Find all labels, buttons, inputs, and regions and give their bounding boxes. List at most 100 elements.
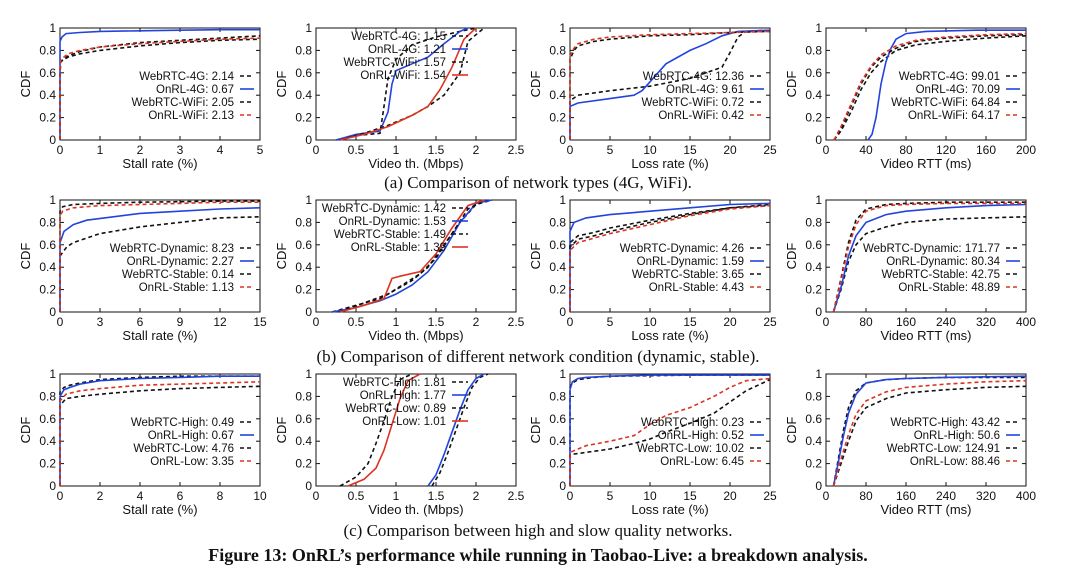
chart-c3: 0 5 10 15 20 25 0 0.2 0.4 0.6 0.8 1 Loss rate (%) CDF… [528, 367, 777, 517]
y-axis-label: CDF [784, 71, 799, 98]
legend-label: WebRTC-High: 1.81 [343, 377, 446, 389]
y-axis-label: CDF [18, 417, 33, 444]
x-tick-label: 4 [217, 143, 224, 157]
x-tick-label: 40 [859, 143, 873, 157]
y-tick-label: 0.4 [549, 434, 566, 448]
legend-label: OnRL-Stable: 48.89 [898, 282, 1000, 294]
legend-label: OnRL-Low: 88.46 [910, 456, 1000, 468]
y-tick-label: 0.4 [295, 260, 312, 274]
y-tick-label: 0.6 [549, 412, 566, 426]
x-tick-label: 160 [976, 143, 996, 157]
y-tick-label: 0 [49, 133, 56, 147]
y-tick-label: 0 [815, 479, 822, 493]
y-tick-label: 1 [815, 193, 822, 207]
y-tick-label: 0.8 [549, 389, 566, 403]
x-tick-label: 0 [567, 143, 574, 157]
x-tick-label: 0 [567, 489, 574, 503]
plot-frame [825, 27, 1027, 141]
legend-label: WebRTC-4G: 99.01 [899, 71, 1000, 83]
y-tick-label: 1 [305, 367, 312, 381]
x-tick-label: 6 [137, 315, 144, 329]
legend-label: OnRL-Low: 6.45 [660, 456, 744, 468]
y-tick-label: 0.6 [805, 238, 822, 252]
y-tick-label: 1 [559, 367, 566, 381]
y-tick-label: 0.4 [295, 88, 312, 102]
y-tick-label: 0.6 [39, 66, 56, 80]
y-tick-label: 0.4 [39, 260, 56, 274]
y-tick-label: 0.2 [549, 283, 566, 297]
series-line-2 [832, 203, 1027, 313]
y-tick-label: 0.8 [39, 389, 56, 403]
series-line-2 [59, 207, 261, 312]
legend-label: WebRTC-Low: 0.89 [345, 403, 446, 415]
y-tick-label: 0.8 [39, 215, 56, 229]
series-line-4 [59, 37, 261, 140]
legend-label: WebRTC-Low: 10.02 [637, 443, 744, 455]
x-tick-label: 8 [217, 489, 224, 503]
y-axis-label: CDF [784, 417, 799, 444]
x-tick-label: 240 [936, 489, 956, 503]
series-line-4 [569, 377, 771, 486]
figure-caption: Figure 13: OnRL’s performance while runn… [208, 545, 868, 565]
x-tick-label: 2 [473, 315, 480, 329]
x-tick-label: 400 [1016, 315, 1036, 329]
y-tick-label: 0.4 [39, 434, 56, 448]
series-line-2 [59, 28, 260, 140]
x-tick-label: 80 [859, 489, 873, 503]
x-tick-label: 2.5 [508, 315, 525, 329]
y-tick-label: 0.4 [549, 88, 566, 102]
y-tick-label: 0.6 [549, 238, 566, 252]
row-caption-c: (c) Comparison between high and slow qua… [343, 521, 732, 540]
x-axis-label: Stall rate (%) [122, 328, 197, 343]
y-tick-label: 1 [559, 193, 566, 207]
legend-label: OnRL-4G: 9.61 [666, 84, 744, 96]
x-tick-label: 25 [763, 489, 777, 503]
series-line-1 [59, 375, 260, 486]
series-line-1 [569, 29, 771, 140]
chart-b4: 0 80 160 240 320 400 0 0.2 0.4 0.6 0.8 1 Video RTT (… [784, 193, 1036, 343]
y-tick-label: 0.2 [805, 457, 822, 471]
plot-frame [825, 199, 1027, 313]
series-line-3 [569, 204, 771, 312]
x-axis-label: Video th. (Mbps) [368, 328, 463, 343]
x-tick-label: 0 [823, 315, 830, 329]
legend-label: OnRL-WiFi: 64.17 [908, 110, 1000, 122]
legend-label: WebRTC-4G: 12.36 [643, 71, 744, 83]
x-tick-label: 240 [936, 315, 956, 329]
y-tick-label: 0.6 [39, 238, 56, 252]
x-tick-label: 10 [253, 489, 267, 503]
y-tick-label: 1 [559, 21, 566, 35]
y-tick-label: 0 [559, 133, 566, 147]
x-tick-label: 15 [253, 315, 267, 329]
y-axis-label: CDF [18, 243, 33, 270]
y-tick-label: 0.2 [805, 283, 822, 297]
x-tick-label: 2 [97, 489, 104, 503]
y-axis-label: CDF [274, 71, 289, 98]
x-tick-label: 3 [177, 143, 184, 157]
y-axis-label: CDF [18, 71, 33, 98]
y-axis-label: CDF [784, 243, 799, 270]
legend-label: OnRL-Stable: 1.13 [139, 282, 234, 294]
x-tick-label: 0 [57, 143, 64, 157]
x-axis-label: Video th. (Mbps) [368, 502, 463, 517]
legend-label: WebRTC-High: 0.49 [131, 417, 234, 429]
y-tick-label: 0.8 [805, 389, 822, 403]
chart-a1: 0 1 2 3 4 5 0 0.2 0.4 0.6 0.8 1 Stall rate (%) CDF Web… [18, 21, 264, 171]
y-tick-label: 0.8 [549, 215, 566, 229]
y-tick-label: 0.2 [39, 457, 56, 471]
x-axis-label: Video RTT (ms) [880, 156, 971, 171]
y-axis-label: CDF [528, 417, 543, 444]
legend-label: OnRL-4G: 1.21 [368, 44, 446, 56]
y-tick-label: 0.8 [295, 389, 312, 403]
series-line-4 [833, 32, 1027, 141]
y-tick-label: 0.8 [805, 43, 822, 57]
y-tick-label: 0 [49, 479, 56, 493]
y-tick-label: 0.8 [39, 43, 56, 57]
x-tick-label: 1.5 [428, 143, 445, 157]
series-line-2 [59, 375, 260, 486]
legend-label: OnRL-High: 0.52 [658, 430, 744, 442]
y-tick-label: 0.2 [549, 111, 566, 125]
